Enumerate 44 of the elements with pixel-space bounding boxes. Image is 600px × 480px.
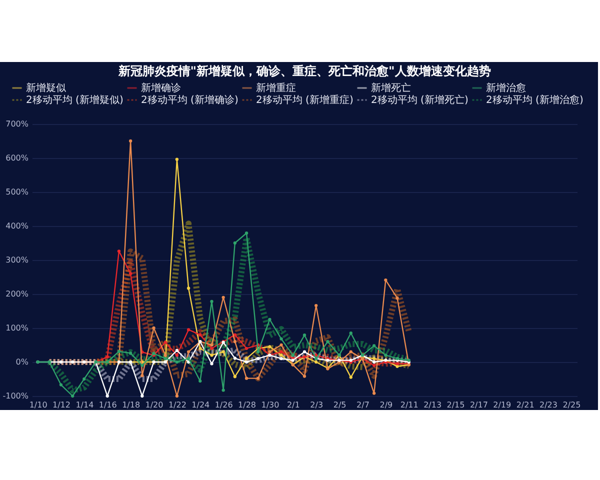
legend-label: 新增死亡 (371, 82, 411, 94)
x-tick-label: 2/1 (286, 400, 300, 410)
x-tick-label: 2/23 (540, 400, 558, 410)
y-tick-label: 300% (6, 256, 29, 264)
y-tick-label: 0% (16, 358, 29, 366)
legend-label: 新增确诊 (141, 82, 181, 94)
x-tick-label: 2/13 (424, 400, 442, 410)
y-tick-label: 500% (6, 188, 29, 196)
x-tick-label: 2/5 (333, 400, 346, 410)
x-tick-label: 1/18 (122, 400, 140, 410)
legend-label: 2移动平均 (新增治愈) (486, 94, 584, 106)
y-tick-label: 600% (6, 154, 29, 162)
x-tick-label: 1/30 (261, 400, 280, 410)
x-tick-label: 2/11 (400, 400, 418, 410)
x-tick-label: 2/7 (356, 400, 370, 410)
legend-label: 新增疑似 (26, 82, 66, 94)
y-tick-label: 100% (6, 324, 29, 332)
x-tick-label: 2/19 (493, 400, 512, 410)
x-tick-label: 1/20 (145, 400, 164, 410)
x-tick-label: 1/12 (52, 400, 70, 410)
y-tick-label: 200% (6, 290, 29, 298)
legend-label: 2移动平均 (新增疑似) (26, 94, 124, 106)
x-tick-label: 1/22 (168, 400, 186, 410)
x-tick-label: 1/26 (214, 400, 233, 410)
chart-title: 新冠肺炎疫情"新增疑似，确诊、重症、死亡和治愈"人数增速变化趋势 (117, 64, 491, 78)
x-tick-label: 2/21 (516, 400, 534, 410)
x-tick-label: 2/9 (380, 400, 393, 410)
x-tick-label: 2/17 (470, 400, 488, 410)
x-tick-label: 2/25 (562, 400, 581, 410)
legend-label: 2移动平均 (新增重症) (256, 94, 354, 106)
x-tick-label: 1/14 (76, 400, 94, 410)
x-tick-label: 1/10 (29, 400, 48, 410)
legend-label: 新增重症 (256, 82, 296, 94)
legend-label: 新增治愈 (486, 82, 526, 94)
legend-label: 2移动平均 (新增死亡) (371, 94, 468, 106)
x-tick-label: 2/15 (446, 400, 465, 410)
legend-label: 2移动平均 (新增确诊) (141, 94, 238, 106)
x-tick-label: 2/3 (310, 400, 324, 410)
x-tick-label: 1/16 (98, 400, 117, 410)
x-tick-label: 1/28 (238, 400, 256, 410)
y-tick-label: -100% (2, 392, 29, 400)
y-tick-label: 400% (6, 222, 29, 230)
y-tick-label: 700% (6, 120, 29, 128)
x-tick-label: 1/24 (192, 400, 210, 410)
